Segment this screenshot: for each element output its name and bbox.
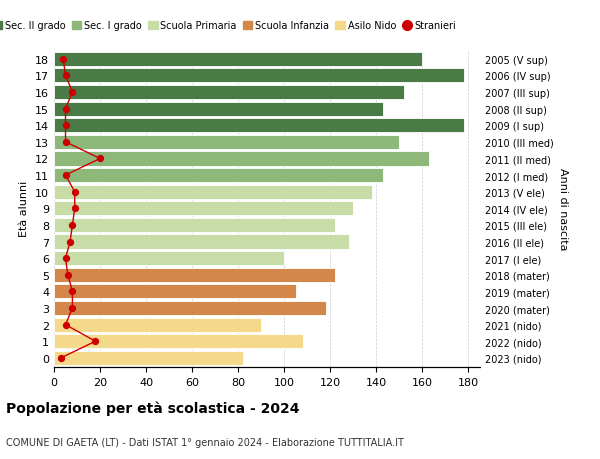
- Point: [61, 106, 70, 113]
- Point: [61, 321, 70, 329]
- Point: [68, 89, 77, 96]
- Bar: [54, 335, 302, 348]
- Point: [65, 238, 75, 246]
- Point: [61, 139, 70, 146]
- Point: [56, 354, 66, 362]
- Bar: [54, 53, 422, 67]
- Bar: [54, 252, 284, 266]
- Point: [95, 156, 105, 163]
- Bar: [54, 119, 464, 133]
- Y-axis label: Età alunni: Età alunni: [19, 181, 29, 237]
- Point: [61, 255, 70, 262]
- Legend: Sec. II grado, Sec. I grado, Scuola Primaria, Scuola Infanzia, Asilo Nido, Stran: Sec. II grado, Sec. I grado, Scuola Prim…: [0, 17, 460, 35]
- Point: [63, 272, 73, 279]
- Bar: [54, 235, 349, 249]
- Point: [68, 222, 77, 229]
- Point: [61, 122, 70, 129]
- Bar: [54, 69, 464, 83]
- Text: Popolazione per età scolastica - 2024: Popolazione per età scolastica - 2024: [6, 401, 299, 415]
- Bar: [54, 351, 243, 365]
- Point: [68, 305, 77, 312]
- Bar: [54, 152, 430, 166]
- Bar: [54, 268, 335, 282]
- Bar: [54, 301, 326, 315]
- Bar: [54, 218, 335, 232]
- Y-axis label: Anni di nascita: Anni di nascita: [557, 168, 568, 250]
- Point: [61, 73, 70, 80]
- Point: [70, 189, 80, 196]
- Bar: [54, 202, 353, 216]
- Bar: [54, 185, 372, 199]
- Bar: [54, 285, 296, 299]
- Bar: [54, 168, 383, 183]
- Point: [58, 56, 68, 63]
- Bar: [54, 86, 404, 100]
- Point: [68, 288, 77, 296]
- Bar: [54, 102, 383, 117]
- Point: [61, 172, 70, 179]
- Text: COMUNE DI GAETA (LT) - Dati ISTAT 1° gennaio 2024 - Elaborazione TUTTITALIA.IT: COMUNE DI GAETA (LT) - Dati ISTAT 1° gen…: [6, 437, 404, 448]
- Point: [70, 205, 80, 213]
- Bar: [54, 318, 261, 332]
- Bar: [54, 135, 400, 150]
- Point: [91, 338, 100, 345]
